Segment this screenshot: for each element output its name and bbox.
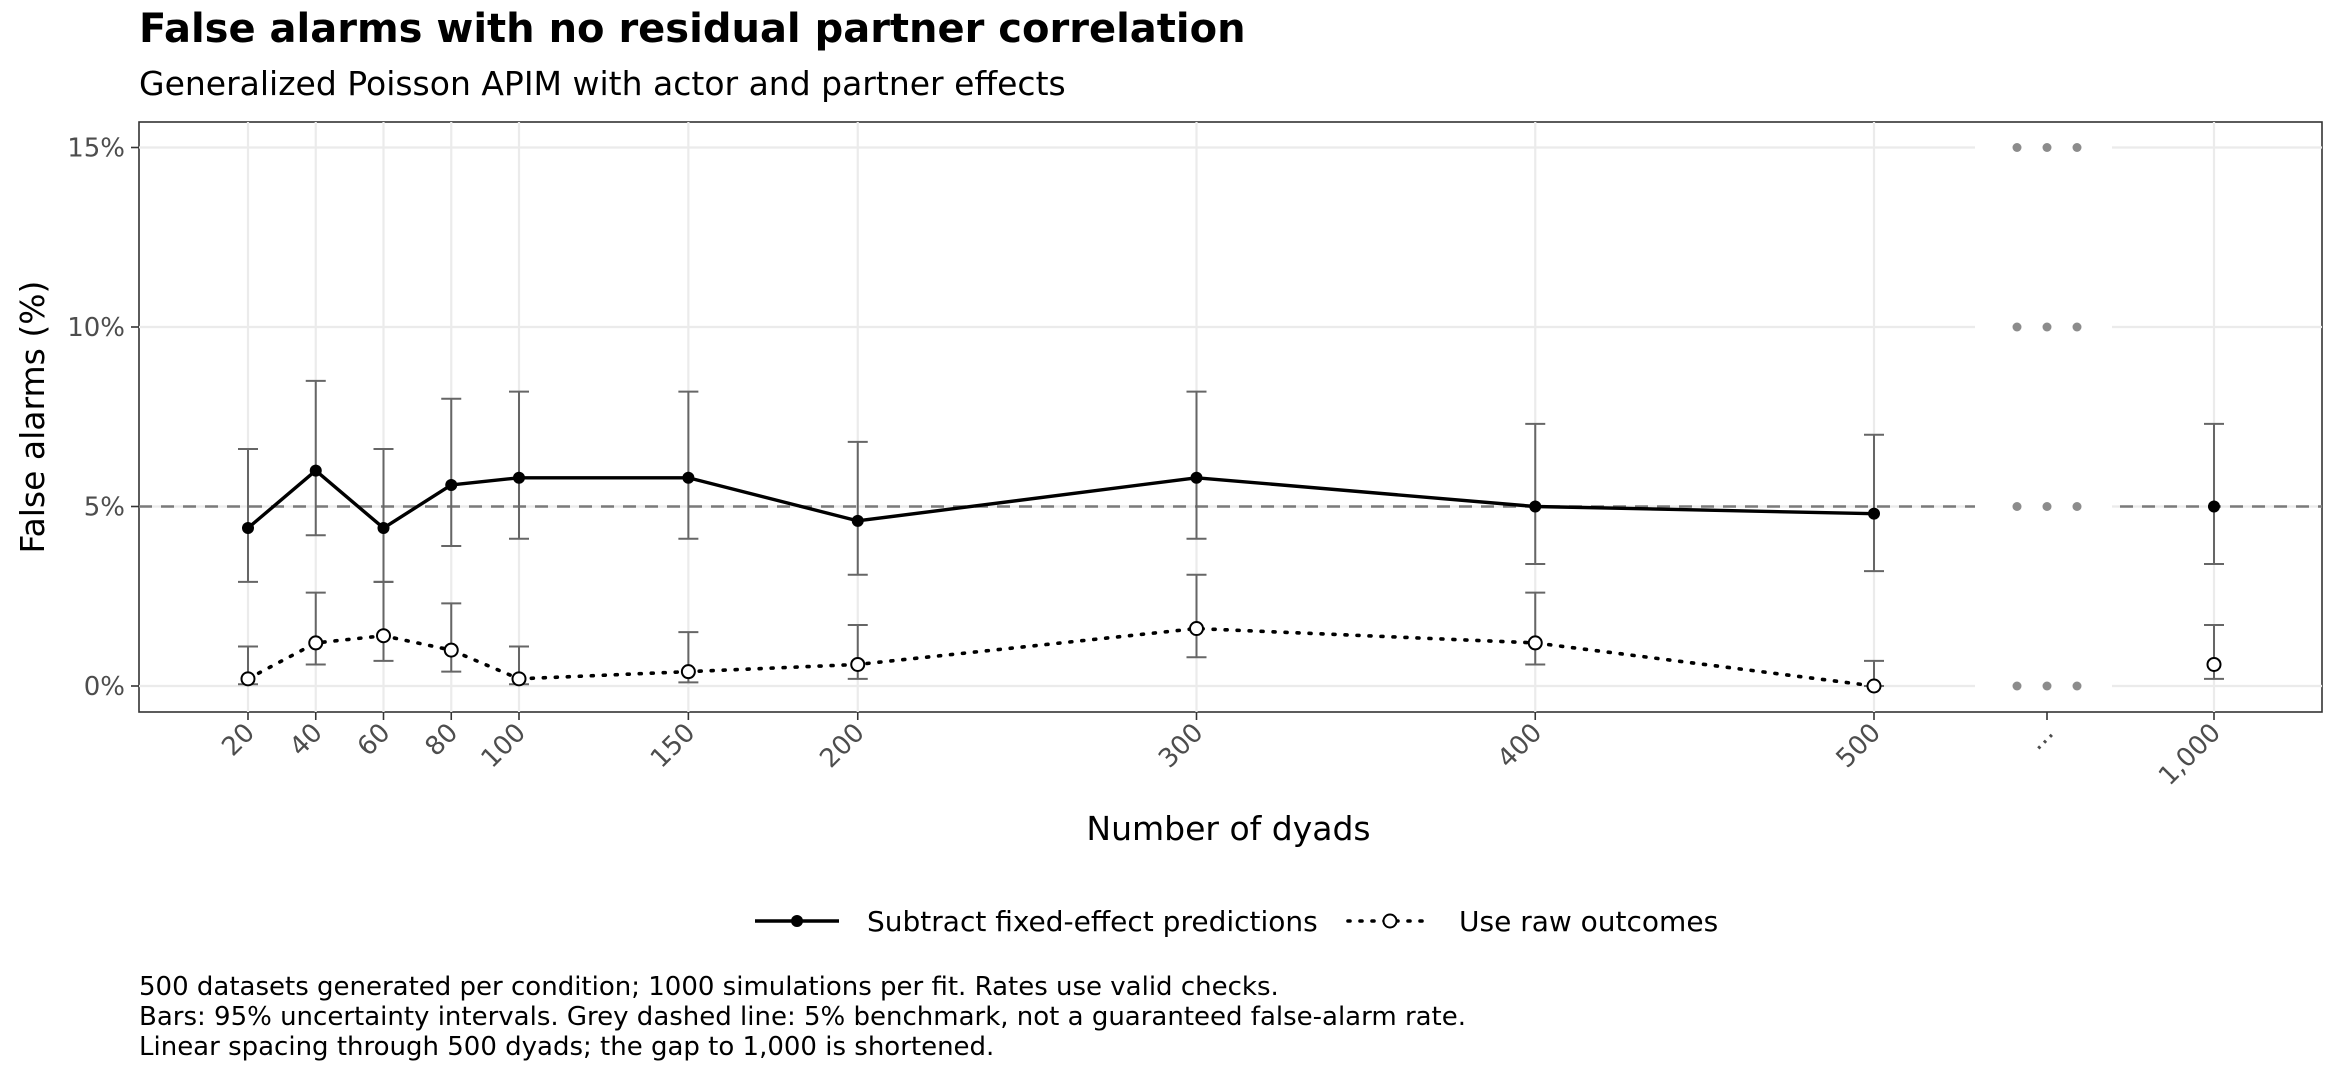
data-point <box>240 671 256 687</box>
y-axis-title: False alarms (%) <box>13 281 52 554</box>
axis-break-dot <box>2072 502 2082 511</box>
axis-break-dot <box>2072 322 2082 332</box>
axis-break-dot <box>2042 322 2052 332</box>
legend-label: Subtract fixed-effect predictions <box>867 905 1318 938</box>
series-line-subtract <box>246 468 1875 530</box>
x-tick-label: 40 <box>284 718 329 763</box>
y-tick-label: 5% <box>84 493 125 523</box>
y-tick-label: 0% <box>84 672 125 702</box>
caption-line: Bars: 95% uncertainty intervals. Grey da… <box>139 1002 1467 1032</box>
data-point <box>513 471 525 484</box>
legend-key-point <box>1382 913 1398 929</box>
data-point <box>2206 656 2222 672</box>
x-tick-label: 300 <box>1153 718 1209 774</box>
x-tick-label: 200 <box>814 718 870 774</box>
axis-break-dot <box>2072 143 2082 152</box>
chart-caption: 500 datasets generated per condition; 10… <box>139 972 1466 1062</box>
x-axis-title: Number of dyads <box>1086 809 1370 848</box>
x-tick-label: 500 <box>1831 718 1887 774</box>
data-point <box>309 464 322 477</box>
caption-line: Linear spacing through 500 dyads; the ga… <box>139 1032 995 1062</box>
data-point <box>1529 500 1542 513</box>
data-point <box>376 628 391 644</box>
axis-break-dot <box>2012 322 2022 332</box>
x-tick-label: 80 <box>420 718 465 763</box>
axis-break-dot <box>2012 681 2022 691</box>
data-point <box>850 656 866 672</box>
chart-title: False alarms with no residual partner co… <box>139 6 1246 52</box>
caption-line: 500 datasets generated per condition; 10… <box>139 972 1279 1002</box>
x-tick-label: 1,000 <box>2153 718 2227 792</box>
data-point <box>680 664 696 680</box>
data-point <box>1527 635 1543 651</box>
data-point <box>308 635 324 651</box>
x-tick-label: 100 <box>476 718 532 774</box>
data-point <box>511 671 527 687</box>
axis-break-dot <box>2072 681 2082 691</box>
data-point <box>1189 621 1204 637</box>
x-tick-label: 400 <box>1492 718 1548 774</box>
plot-panel <box>138 121 2323 713</box>
data-point <box>1868 507 1880 520</box>
data-point <box>682 471 695 484</box>
data-point <box>377 522 390 535</box>
data-point <box>1190 471 1203 484</box>
y-tick-label: 15% <box>67 134 125 164</box>
legend-key-point <box>791 915 803 927</box>
data-point <box>1866 678 1882 694</box>
data-point <box>445 478 458 491</box>
chart-subtitle: Generalized Poisson APIM with actor and … <box>139 64 1066 103</box>
axis-break-dot <box>2042 502 2052 511</box>
data-point <box>443 642 459 658</box>
data-point <box>851 514 864 527</box>
data-point <box>242 522 254 535</box>
axis-break-dot <box>2012 502 2022 511</box>
x-tick-label: 20 <box>216 718 261 763</box>
axis-break-dot <box>2042 143 2052 152</box>
x-tick-label: 150 <box>645 718 701 774</box>
data-point <box>2208 500 2220 513</box>
x-tick-label: 60 <box>352 718 397 763</box>
x-tick-label: ... <box>2021 718 2060 757</box>
axis-break-dot <box>2042 681 2052 691</box>
series-line-raw <box>246 626 1876 688</box>
legend-label: Use raw outcomes <box>1459 905 1718 938</box>
axis-break-dot <box>2012 143 2022 152</box>
y-tick-label: 10% <box>67 313 125 343</box>
